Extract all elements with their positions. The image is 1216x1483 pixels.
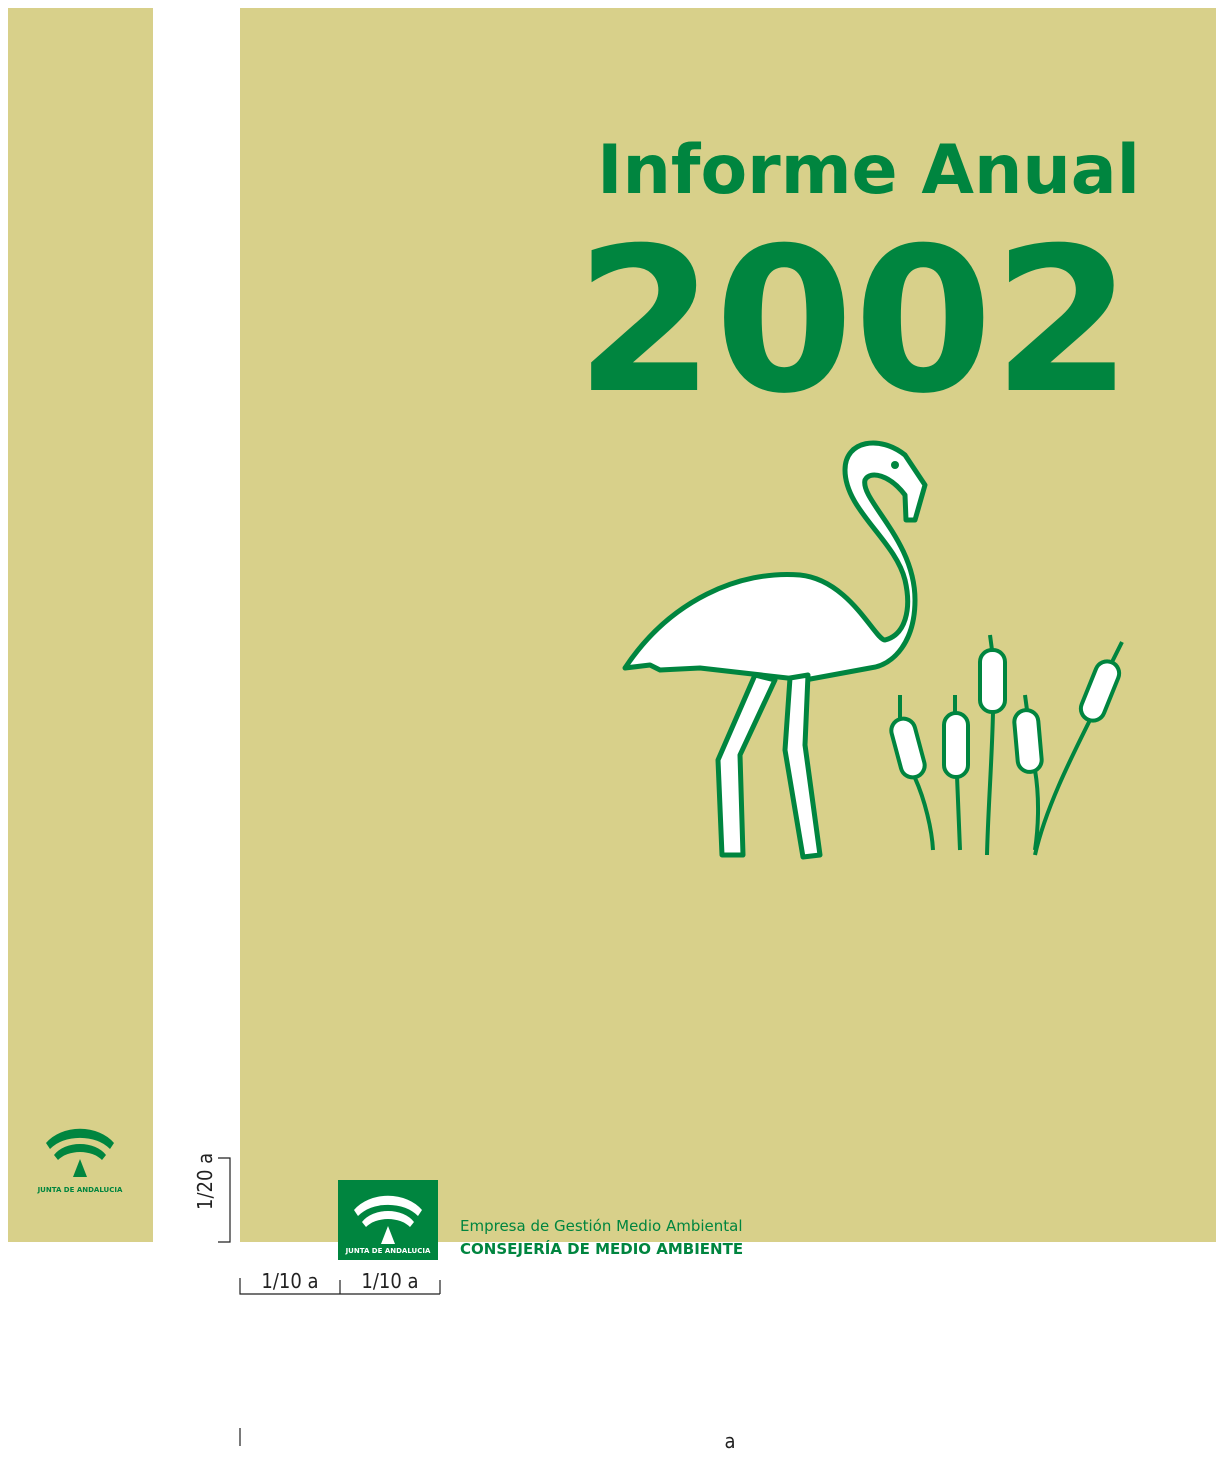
spine [8, 8, 153, 1242]
flamingo [622, 440, 928, 860]
dim-bracket [218, 1157, 231, 1243]
dim-label: 1/10 a [261, 1269, 318, 1293]
publisher-line2: CONSEJERÍA DE MEDIO AMBIENTE [460, 1239, 743, 1258]
year: 2002 [575, 205, 1132, 438]
logo-box [338, 1180, 438, 1260]
cattails [889, 634, 1124, 856]
dim-label: 1/10 a [361, 1269, 418, 1293]
dim-ticks [239, 1278, 441, 1295]
title: Informe Anual [597, 131, 1140, 210]
cover-logo-text: JUNTA DE ANDALUCIA [345, 1247, 431, 1255]
dim-label: a [724, 1429, 735, 1453]
spine-logo-text: JUNTA DE ANDALUCIA [37, 1186, 123, 1194]
dim-label: 1/20 a [193, 1153, 217, 1210]
publisher-line1: Empresa de Gestión Medio Ambiental [460, 1217, 742, 1235]
